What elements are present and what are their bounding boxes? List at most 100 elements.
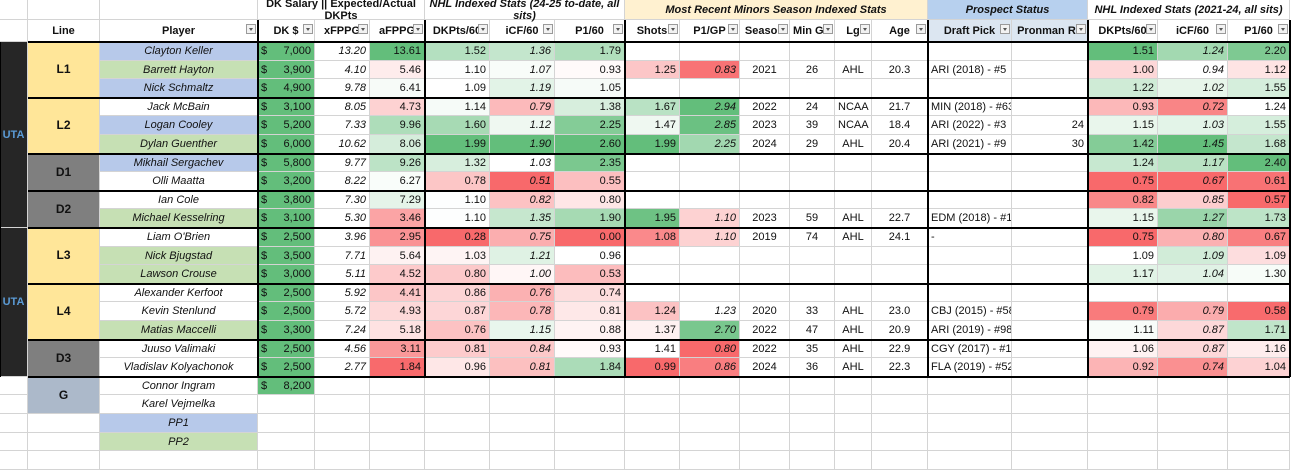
- filter-dropdown-icon[interactable]: [778, 24, 788, 34]
- filter-dropdown-icon[interactable]: [860, 24, 870, 34]
- column-header[interactable]: P1/60: [1228, 20, 1290, 42]
- data-cell[interactable]: [740, 190, 790, 210]
- data-cell[interactable]: 1.37: [625, 321, 680, 340]
- data-cell[interactable]: 0.93: [1088, 97, 1158, 117]
- data-cell[interactable]: 0.67: [1228, 228, 1290, 247]
- player-name[interactable]: PP1: [100, 414, 258, 433]
- data-cell[interactable]: [680, 42, 740, 61]
- player-name[interactable]: Alexander Kerfoot: [100, 283, 258, 303]
- data-cell[interactable]: 1.16: [1228, 339, 1290, 359]
- data-cell[interactable]: -: [928, 228, 1012, 247]
- data-cell[interactable]: 1.51: [1088, 42, 1158, 61]
- data-cell[interactable]: 0.81: [490, 358, 555, 377]
- data-cell[interactable]: 1.10: [425, 60, 490, 80]
- grid-cell[interactable]: [1012, 451, 1088, 470]
- data-cell[interactable]: [1012, 246, 1088, 266]
- data-cell[interactable]: 7.24: [315, 321, 370, 340]
- data-cell[interactable]: [258, 432, 315, 452]
- data-cell[interactable]: [872, 283, 928, 303]
- data-cell[interactable]: 1.84: [555, 358, 625, 377]
- data-cell[interactable]: [1088, 283, 1158, 303]
- data-cell[interactable]: $2,500: [258, 228, 315, 247]
- data-cell[interactable]: [490, 414, 555, 433]
- data-cell[interactable]: $3,100: [258, 97, 315, 117]
- grid-cell[interactable]: [370, 451, 425, 470]
- grid-cell[interactable]: [0, 395, 28, 414]
- data-cell[interactable]: [928, 265, 1012, 284]
- grid-cell[interactable]: [28, 414, 100, 433]
- data-cell[interactable]: 2019: [740, 228, 790, 247]
- data-cell[interactable]: 1.47: [625, 116, 680, 135]
- data-cell[interactable]: 0.93: [555, 60, 625, 80]
- data-cell[interactable]: [625, 395, 680, 414]
- data-cell[interactable]: 20.3: [872, 60, 928, 80]
- data-cell[interactable]: 2.40: [1228, 153, 1290, 173]
- data-cell[interactable]: 13.61: [370, 42, 425, 61]
- data-cell[interactable]: [872, 395, 928, 414]
- data-cell[interactable]: [625, 265, 680, 284]
- data-cell[interactable]: 1.67: [625, 97, 680, 117]
- line-group-label[interactable]: L4: [28, 283, 100, 340]
- column-header[interactable]: iCF/60: [1158, 20, 1228, 42]
- data-cell[interactable]: 1.90: [490, 135, 555, 154]
- data-cell[interactable]: 22.3: [872, 358, 928, 377]
- data-cell[interactable]: ARI (2021) - #9: [928, 135, 1012, 154]
- data-cell[interactable]: $2,500: [258, 358, 315, 377]
- data-cell[interactable]: $3,300: [258, 321, 315, 340]
- data-cell[interactable]: [625, 172, 680, 191]
- data-cell[interactable]: 1.30: [1228, 265, 1290, 284]
- data-cell[interactable]: [740, 79, 790, 98]
- data-cell[interactable]: 0.81: [425, 339, 490, 359]
- data-cell[interactable]: [1088, 432, 1158, 452]
- data-cell[interactable]: 0.67: [1158, 172, 1228, 191]
- data-cell[interactable]: [835, 376, 872, 396]
- player-name[interactable]: Nick Bjugstad: [100, 246, 258, 266]
- data-cell[interactable]: [872, 246, 928, 266]
- data-cell[interactable]: [555, 376, 625, 396]
- data-cell[interactable]: $3,800: [258, 190, 315, 210]
- data-cell[interactable]: [740, 432, 790, 452]
- data-cell[interactable]: 20.4: [872, 135, 928, 154]
- data-cell[interactable]: [740, 376, 790, 396]
- data-cell[interactable]: [740, 265, 790, 284]
- data-cell[interactable]: [835, 190, 872, 210]
- player-name[interactable]: Dylan Guenther: [100, 135, 258, 154]
- data-cell[interactable]: 22.7: [872, 209, 928, 228]
- data-cell[interactable]: 5.72: [315, 302, 370, 321]
- data-cell[interactable]: 1.04: [1158, 265, 1228, 284]
- data-cell[interactable]: 4.10: [315, 60, 370, 80]
- data-cell[interactable]: [1012, 172, 1088, 191]
- data-cell[interactable]: 5.18: [370, 321, 425, 340]
- data-cell[interactable]: 0.85: [1158, 190, 1228, 210]
- data-cell[interactable]: [872, 42, 928, 61]
- data-cell[interactable]: [872, 190, 928, 210]
- column-header[interactable]: aFPPG: [370, 20, 425, 42]
- data-cell[interactable]: [790, 414, 835, 433]
- filter-dropdown-icon[interactable]: [1146, 24, 1156, 34]
- data-cell[interactable]: 2.25: [555, 116, 625, 135]
- data-cell[interactable]: CBJ (2015) - #58: [928, 302, 1012, 321]
- line-group-label[interactable]: G: [28, 376, 100, 414]
- data-cell[interactable]: 2024: [740, 358, 790, 377]
- data-cell[interactable]: [835, 42, 872, 61]
- data-cell[interactable]: 1.10: [680, 228, 740, 247]
- data-cell[interactable]: 1.17: [1158, 153, 1228, 173]
- data-cell[interactable]: 1.41: [625, 339, 680, 359]
- data-cell[interactable]: [790, 376, 835, 396]
- data-cell[interactable]: 0.72: [1158, 97, 1228, 117]
- data-cell[interactable]: 1.15: [1088, 209, 1158, 228]
- data-cell[interactable]: $3,100: [258, 209, 315, 228]
- filter-dropdown-icon[interactable]: [823, 24, 833, 34]
- data-cell[interactable]: AHL: [835, 209, 872, 228]
- data-cell[interactable]: 7.71: [315, 246, 370, 266]
- grid-cell[interactable]: [100, 0, 258, 20]
- data-cell[interactable]: 0.58: [1228, 302, 1290, 321]
- player-name[interactable]: Logan Cooley: [100, 116, 258, 135]
- data-cell[interactable]: [680, 283, 740, 303]
- data-cell[interactable]: 0.51: [490, 172, 555, 191]
- data-cell[interactable]: [1012, 395, 1088, 414]
- data-cell[interactable]: 1.05: [555, 79, 625, 98]
- data-cell[interactable]: [928, 376, 1012, 396]
- data-cell[interactable]: 1.60: [425, 116, 490, 135]
- data-cell[interactable]: $6,000: [258, 135, 315, 154]
